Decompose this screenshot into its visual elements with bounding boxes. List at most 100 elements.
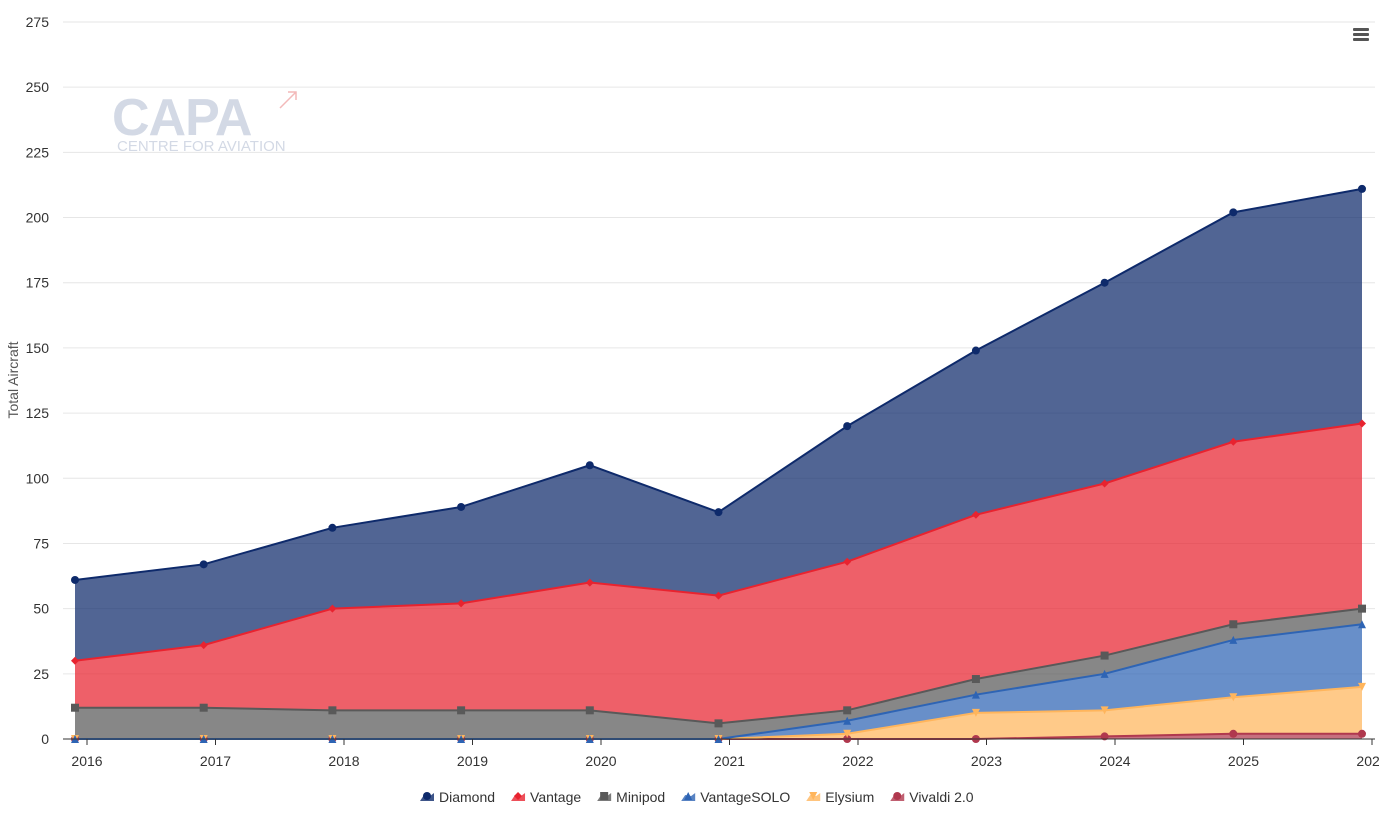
x-tick-label: 2025 bbox=[1228, 753, 1259, 769]
y-tick-label: 75 bbox=[33, 535, 49, 551]
legend-label: Vivaldi 2.0 bbox=[909, 789, 974, 805]
data-point-vantagesolo[interactable] bbox=[1100, 669, 1109, 678]
legend-marker[interactable] bbox=[600, 792, 609, 800]
data-point-minipod[interactable] bbox=[585, 706, 594, 715]
area-vantage[interactable] bbox=[75, 423, 1362, 724]
data-point-elysium[interactable] bbox=[1358, 682, 1366, 691]
data-point-elysium[interactable] bbox=[1229, 693, 1238, 702]
legend-label: Elysium bbox=[825, 789, 874, 805]
y-tick-label: 225 bbox=[26, 144, 50, 160]
y-axis: 0 25 50 75 100 125 150 175 200 225 250 275 bbox=[26, 14, 50, 747]
legend-item-diamond[interactable]: Diamond bbox=[420, 789, 495, 805]
data-point-vantagesolo[interactable] bbox=[1229, 635, 1238, 644]
y-tick-label: 25 bbox=[33, 666, 49, 682]
x-tick-label: 2018 bbox=[328, 753, 359, 769]
data-point-vantage[interactable] bbox=[1100, 479, 1109, 488]
y-tick-label: 125 bbox=[26, 405, 50, 421]
area-diamond[interactable] bbox=[75, 188, 1362, 661]
data-point-vantage[interactable] bbox=[843, 557, 852, 566]
legend-marker[interactable] bbox=[423, 792, 431, 800]
legend-item-minipod[interactable]: Minipod bbox=[597, 789, 665, 805]
watermark-main-text: CAPA bbox=[112, 89, 252, 147]
data-point-minipod[interactable] bbox=[971, 675, 980, 684]
data-point-vivaldi-2-0[interactable] bbox=[1229, 729, 1238, 738]
data-point-diamond[interactable] bbox=[971, 346, 980, 355]
data-point-diamond[interactable] bbox=[585, 461, 594, 470]
watermark-sub-text: CENTRE FOR AVIATION bbox=[117, 138, 286, 155]
data-point-diamond[interactable] bbox=[1229, 208, 1238, 217]
data-point-elysium[interactable] bbox=[971, 708, 980, 717]
legend-marker[interactable] bbox=[514, 792, 523, 800]
x-axis: 2016 2017 2018 2019 2020 2021 2022 2023 2024 2025… bbox=[63, 738, 1379, 769]
x-tick-label: 2024 bbox=[1099, 753, 1130, 769]
data-point-minipod[interactable] bbox=[714, 719, 723, 728]
area-vantagesolo[interactable] bbox=[75, 624, 1362, 739]
y-tick-label: 0 bbox=[41, 731, 49, 747]
data-point-diamond[interactable] bbox=[71, 575, 79, 584]
data-point-minipod[interactable] bbox=[1358, 604, 1366, 613]
legend-item-elysium[interactable]: Elysium bbox=[806, 789, 874, 805]
data-point-vantage[interactable] bbox=[585, 578, 594, 587]
data-point-diamond[interactable] bbox=[457, 502, 466, 511]
data-point-diamond[interactable] bbox=[714, 508, 723, 517]
data-point-vantage[interactable] bbox=[457, 599, 466, 608]
y-tick-label: 175 bbox=[26, 275, 50, 291]
data-point-vantagesolo[interactable] bbox=[1358, 620, 1366, 629]
chart-menu-hamburger-icon[interactable] bbox=[1350, 26, 1372, 46]
data-point-minipod[interactable] bbox=[1229, 620, 1238, 629]
x-tick-label: 2026 bbox=[1356, 753, 1379, 769]
data-point-diamond[interactable] bbox=[199, 560, 208, 569]
data-point-vantagesolo[interactable] bbox=[971, 690, 980, 699]
y-tick-label: 200 bbox=[26, 210, 50, 226]
y-axis-title: Total Aircraft bbox=[5, 341, 21, 418]
data-point-minipod[interactable] bbox=[457, 706, 466, 715]
legend-marker[interactable] bbox=[809, 792, 818, 800]
data-point-vantagesolo[interactable] bbox=[843, 716, 852, 725]
data-point-vantage[interactable] bbox=[714, 591, 723, 600]
legend-label: Vantage bbox=[530, 789, 581, 805]
y-tick-label: 50 bbox=[33, 601, 49, 617]
data-point-minipod[interactable] bbox=[1100, 651, 1109, 660]
data-point-diamond[interactable] bbox=[1358, 184, 1366, 193]
data-point-vantage[interactable] bbox=[1229, 437, 1238, 446]
data-point-minipod[interactable] bbox=[199, 703, 208, 712]
data-point-elysium[interactable] bbox=[843, 729, 852, 738]
x-tick-label: 2019 bbox=[457, 753, 488, 769]
y-tick-label: 250 bbox=[26, 79, 50, 95]
data-point-minipod[interactable] bbox=[328, 706, 337, 715]
area-elysium[interactable] bbox=[75, 686, 1362, 739]
watermark-arrow-icon bbox=[279, 91, 297, 109]
x-tick-label: 2020 bbox=[585, 753, 616, 769]
y-tick-label: 100 bbox=[26, 470, 50, 486]
y-tick-label: 275 bbox=[26, 14, 50, 30]
data-point-minipod[interactable] bbox=[843, 706, 852, 715]
data-point-diamond[interactable] bbox=[843, 422, 852, 431]
legend-item-vantage[interactable]: Vantage bbox=[511, 789, 581, 805]
data-point-diamond[interactable] bbox=[328, 523, 337, 532]
data-point-minipod[interactable] bbox=[71, 703, 79, 712]
data-point-vantage[interactable] bbox=[328, 604, 337, 613]
legend-marker[interactable] bbox=[684, 792, 693, 800]
legend-label: Diamond bbox=[439, 789, 495, 805]
data-point-vantage[interactable] bbox=[1358, 419, 1366, 428]
legend-marker[interactable] bbox=[893, 792, 902, 800]
legend-label: Minipod bbox=[616, 789, 665, 805]
data-point-elysium[interactable] bbox=[1100, 706, 1109, 715]
data-point-vivaldi-2-0[interactable] bbox=[1358, 729, 1366, 738]
legend-label: VantageSOLO bbox=[700, 789, 790, 805]
x-tick-label: 2022 bbox=[842, 753, 873, 769]
legend-item-vivaldi-2-0[interactable]: Vivaldi 2.0 bbox=[890, 789, 974, 805]
x-tick-label: 2021 bbox=[714, 753, 745, 769]
x-tick-label: 2016 bbox=[71, 753, 102, 769]
data-point-vantage[interactable] bbox=[971, 510, 980, 519]
data-point-vivaldi-2-0[interactable] bbox=[1100, 732, 1109, 741]
data-point-vantage[interactable] bbox=[199, 641, 208, 650]
data-point-vantage[interactable] bbox=[71, 656, 79, 665]
data-point-diamond[interactable] bbox=[1100, 278, 1109, 287]
legend: Diamond Vantage Minipod VantageSOLO Elysium V… bbox=[420, 789, 974, 805]
y-tick-label: 150 bbox=[26, 340, 50, 356]
capa-watermark-logo: CAPA CENTRE FOR AVIATION bbox=[112, 90, 302, 160]
x-tick-label: 2017 bbox=[200, 753, 231, 769]
legend-item-vantagesolo[interactable]: VantageSOLO bbox=[681, 789, 790, 805]
